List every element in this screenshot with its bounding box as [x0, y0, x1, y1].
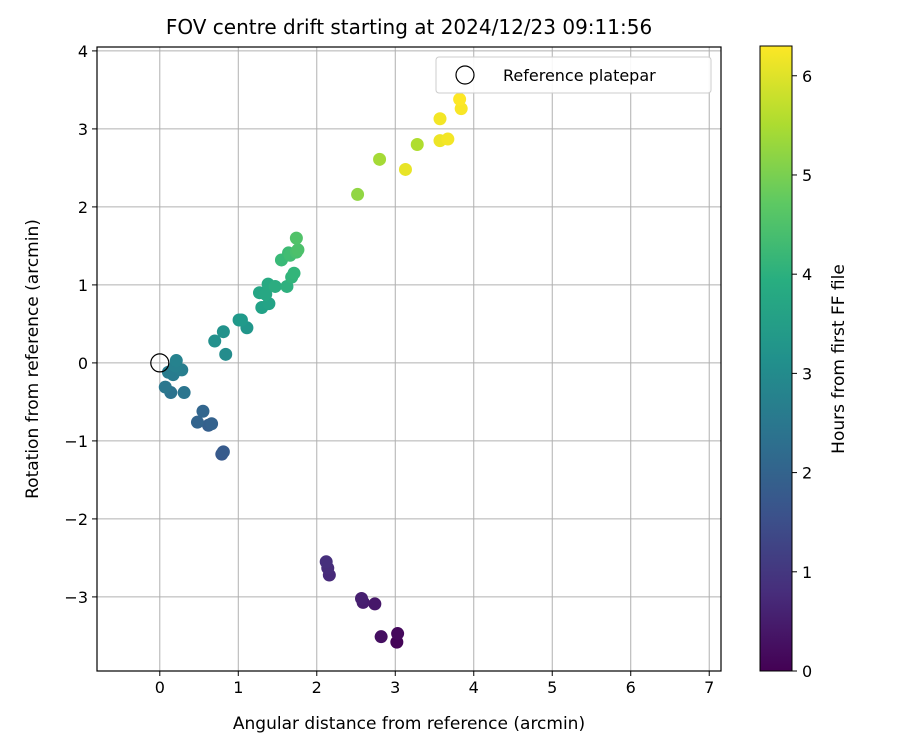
legend: Reference platepar: [435, 56, 712, 94]
colorbar: 0 1 2 3 4 5 6 Hours from first FF file: [759, 45, 849, 681]
data-point: [216, 445, 230, 459]
x-tick-label: 2: [312, 678, 322, 697]
y-tick-label: 2: [78, 198, 88, 217]
plot-frame: [96, 46, 722, 672]
data-point: [351, 187, 365, 201]
y-tick-label: 0: [78, 354, 88, 373]
y-tick-label: 3: [78, 120, 88, 139]
colorbar-tick-label: 0: [802, 662, 812, 681]
colorbar-ticks: 0 1 2 3 4 5 6: [792, 67, 812, 681]
data-point: [398, 162, 412, 176]
colorbar-gradient: [759, 45, 793, 672]
data-point: [453, 92, 467, 106]
x-tick-label: 1: [233, 678, 243, 697]
data-point: [374, 630, 388, 644]
x-tick-label: 5: [547, 678, 557, 697]
colorbar-label: Hours from first FF file: [829, 264, 849, 454]
data-point: [259, 287, 273, 301]
data-point: [219, 347, 233, 361]
data-point: [177, 386, 191, 400]
colorbar-tick-label: 3: [802, 364, 812, 383]
colorbar-tick-label: 2: [802, 464, 812, 483]
data-point: [287, 266, 301, 280]
data-point: [268, 279, 282, 293]
legend-box: [435, 56, 712, 94]
colorbar-tick-label: 6: [802, 67, 812, 86]
reference-platepar-marker: [150, 353, 170, 373]
data-point: [373, 152, 387, 166]
data-point: [234, 313, 248, 327]
legend-marker: [455, 65, 475, 85]
data-point: [355, 591, 369, 605]
x-axis-label: Angular distance from reference (arcmin): [233, 714, 585, 734]
data-point: [391, 627, 405, 641]
data-point: [441, 132, 455, 146]
x-tick-label: 7: [704, 678, 714, 697]
y-tick-label: −1: [64, 432, 88, 451]
axis-ticks: 0 1 2 3 4 5 6 7 −3 −2 −1 0 1 2 3 4: [64, 42, 714, 697]
data-point: [169, 354, 183, 368]
colorbar-tick-label: 5: [802, 166, 812, 185]
data-point: [190, 415, 204, 429]
data-point: [319, 555, 333, 569]
y-tick-label: −2: [64, 510, 88, 529]
y-tick-label: 4: [78, 42, 88, 61]
legend-label: Reference platepar: [503, 66, 656, 85]
data-points: [150, 92, 468, 649]
data-point: [368, 597, 382, 611]
data-point: [289, 231, 303, 245]
colorbar-tick-label: 1: [802, 563, 812, 582]
data-point: [205, 417, 219, 431]
x-tick-label: 3: [390, 678, 400, 697]
chart-title: FOV centre drift starting at 2024/12/23 …: [166, 15, 652, 39]
data-point: [216, 325, 230, 339]
x-tick-label: 0: [155, 678, 165, 697]
data-point: [196, 404, 210, 418]
data-point: [291, 243, 305, 257]
y-axis-label: Rotation from reference (arcmin): [23, 219, 43, 499]
data-point: [208, 334, 222, 348]
colorbar-tick-label: 4: [802, 265, 812, 284]
y-tick-label: −3: [64, 588, 88, 607]
x-tick-label: 6: [626, 678, 636, 697]
data-point: [433, 112, 447, 126]
data-point: [158, 380, 172, 394]
x-tick-label: 4: [469, 678, 479, 697]
grid: [97, 47, 721, 671]
y-tick-label: 1: [78, 276, 88, 295]
data-point: [410, 138, 424, 151]
